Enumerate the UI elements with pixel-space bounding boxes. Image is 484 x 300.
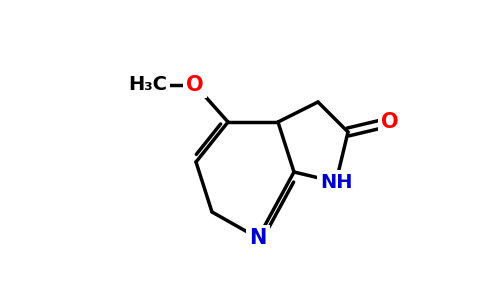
Text: O: O [186, 75, 204, 95]
Text: O: O [381, 112, 399, 132]
Text: H₃C: H₃C [128, 76, 167, 94]
Text: N: N [249, 228, 267, 248]
Text: NH: NH [320, 172, 352, 191]
